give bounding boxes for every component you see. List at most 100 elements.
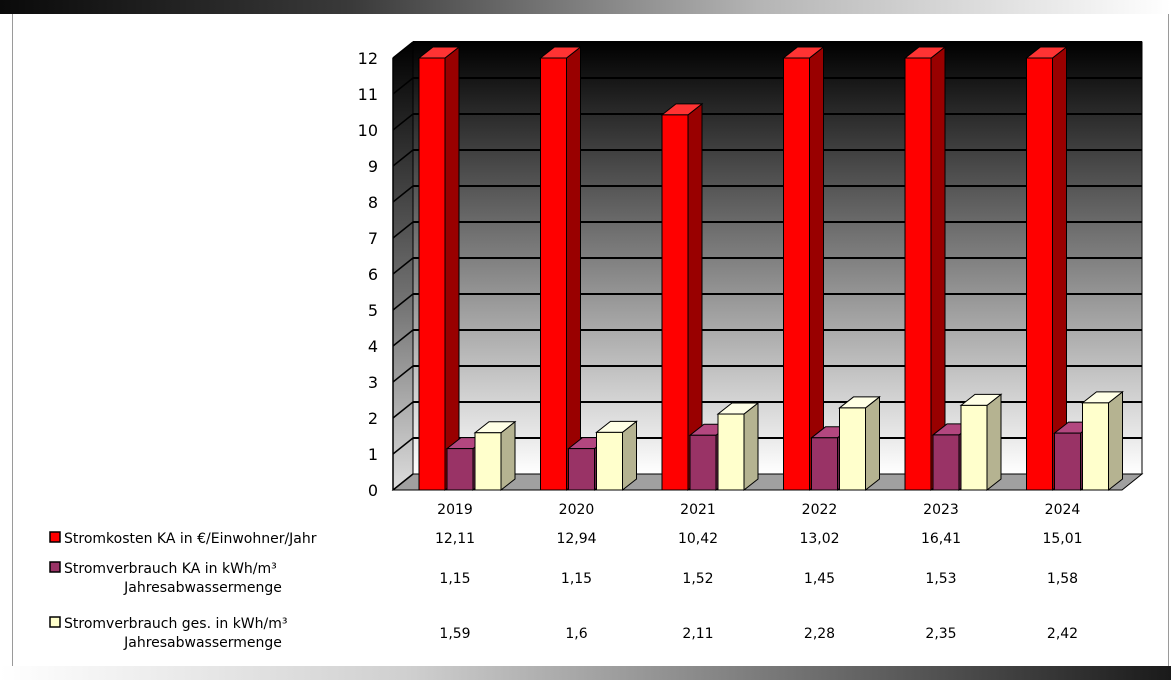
bar-front [474, 432, 502, 491]
gridline-side [392, 437, 414, 455]
bar-front [839, 407, 866, 491]
data-table-value: 1,58 [1047, 571, 1078, 587]
data-table-value: 12,94 [556, 531, 596, 547]
bar-side [622, 420, 637, 492]
data-table-value: 1,15 [561, 571, 592, 587]
bar-side [444, 45, 460, 492]
bar-2024-series-3 [1081, 390, 1124, 492]
gridline-side [392, 257, 414, 275]
data-table-value: 1,52 [682, 571, 713, 587]
bar-front [446, 448, 474, 491]
bar-side [986, 393, 1002, 492]
chart-frame [12, 14, 1169, 666]
x-category-label: 2020 [559, 502, 595, 518]
gridline-side [392, 221, 414, 239]
bar-2024-series-1 [1025, 45, 1068, 492]
bar-front [596, 431, 623, 491]
data-table-value: 2,11 [682, 626, 713, 642]
y-tick-label: 2 [368, 409, 378, 428]
bar-front [661, 114, 689, 491]
legend-label: Stromverbrauch KA in kWh/m³ [64, 561, 277, 577]
data-table-value: 15,01 [1042, 531, 1082, 547]
legend-key-series-2 [49, 561, 61, 573]
x-category-label: 2019 [437, 502, 473, 518]
legend-label: Jahresabwassermenge [123, 580, 282, 596]
legend-key-series-3 [49, 616, 61, 628]
bar-front [960, 404, 988, 491]
bar-front [1054, 432, 1081, 491]
bar-front [783, 57, 810, 491]
legend-label: Jahresabwassermenge [123, 635, 282, 651]
bar-front [932, 434, 960, 491]
gridline-side [392, 365, 414, 383]
data-table-value: 1,53 [925, 571, 956, 587]
bar-front [717, 413, 745, 491]
gridline-side [392, 401, 414, 419]
data-table-value: 16,41 [921, 531, 961, 547]
gridline-side [392, 293, 414, 311]
bar-2019-series-1 [417, 45, 461, 492]
data-table-value: 12,11 [435, 531, 475, 547]
bar-2019-series-3 [473, 420, 517, 492]
y-tick-label: 7 [368, 229, 378, 248]
bar-2020-series-3 [595, 420, 638, 492]
y-tick-label: 12 [358, 49, 378, 68]
bar-side [1052, 45, 1067, 492]
legend-key-series-1 [49, 531, 61, 543]
legend-label: Stromverbrauch ges. in kWh/m³ [64, 616, 288, 632]
data-table-value: 2,42 [1047, 626, 1078, 642]
x-category-label: 2024 [1045, 502, 1081, 518]
gridline-side [392, 329, 414, 347]
bar-front [689, 434, 717, 491]
gridline-side [392, 473, 414, 491]
bar-2021-series-3 [716, 402, 760, 492]
bar-front [1082, 402, 1109, 491]
y-tick-label: 3 [368, 373, 378, 392]
y-tick-label: 11 [358, 85, 378, 104]
bar-side [865, 395, 880, 492]
y-tick-label: 1 [368, 445, 378, 464]
bar-2022-series-1 [782, 45, 825, 492]
bar-front [1026, 57, 1053, 491]
x-category-label: 2022 [802, 502, 838, 518]
bottom-decorative-bar [0, 666, 1171, 680]
bar-2023-series-1 [903, 45, 947, 492]
data-table-value: 1,59 [439, 626, 470, 642]
gridline-side [392, 113, 414, 131]
bar-2022-series-3 [838, 395, 881, 492]
y-tick-label: 10 [358, 121, 378, 140]
gridline-side [392, 149, 414, 167]
y-tick-label: 6 [368, 265, 378, 284]
data-table-value: 2,28 [804, 626, 835, 642]
gridline-side [392, 77, 414, 95]
bar-2021-series-1 [660, 102, 704, 492]
data-table-value: 10,42 [678, 531, 718, 547]
bar-front [540, 57, 567, 491]
data-table-value: 13,02 [799, 531, 839, 547]
y-tick-label: 9 [368, 157, 378, 176]
bar-side [743, 402, 759, 492]
y-tick-label: 4 [368, 337, 378, 356]
bar-front [568, 448, 595, 491]
data-table-value: 1,6 [565, 626, 587, 642]
bar-side [500, 420, 516, 492]
legend-label: Stromkosten KA in €/Einwohner/Jahr [64, 531, 317, 547]
chart-bars [417, 45, 1124, 492]
bar-side [809, 45, 824, 492]
x-category-label: 2023 [923, 502, 959, 518]
bar-2020-series-1 [539, 45, 582, 492]
bar-side [1108, 390, 1123, 492]
y-tick-label: 8 [368, 193, 378, 212]
data-table-value: 2,35 [925, 626, 956, 642]
gridline-side [392, 41, 414, 59]
bar-front [811, 437, 838, 491]
bar-side [566, 45, 581, 492]
bar-front [418, 57, 446, 491]
bar-side [930, 45, 946, 492]
top-decorative-bar [0, 0, 1171, 14]
x-category-label: 2021 [680, 502, 716, 518]
data-table-value: 1,45 [804, 571, 835, 587]
gridline-side [392, 185, 414, 203]
